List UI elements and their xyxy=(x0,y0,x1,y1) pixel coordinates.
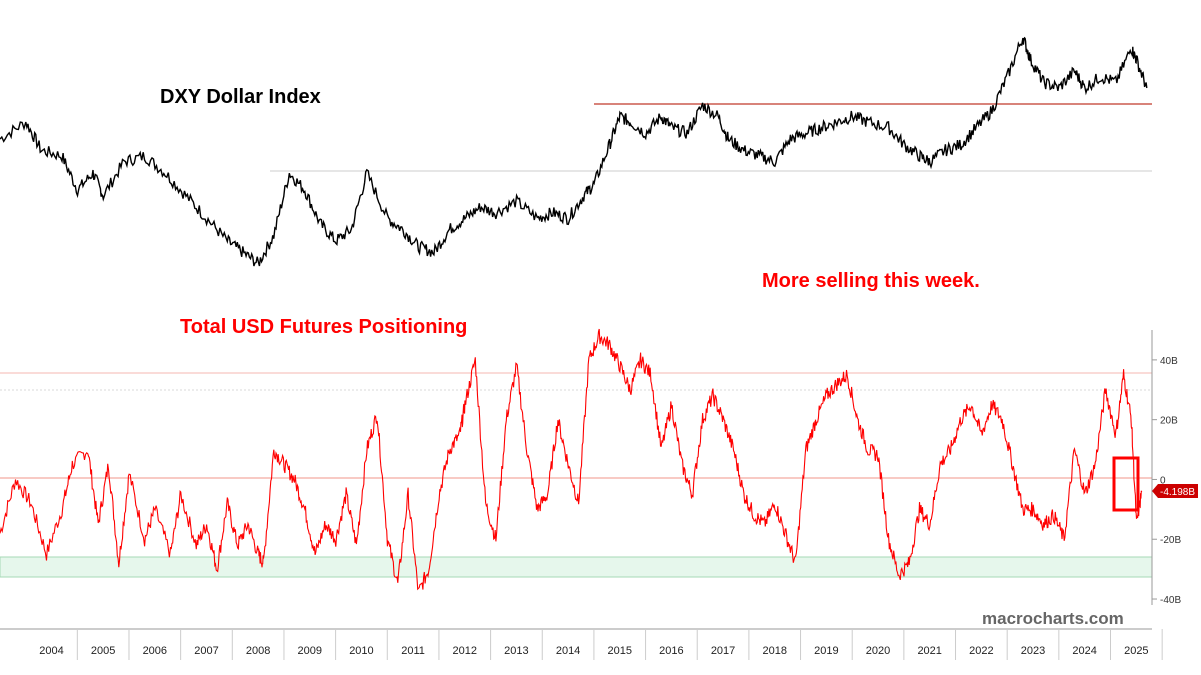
x-axis: 2004 2005 2006 2007 2008 2009 2010 2011 2012 2013… xyxy=(39,629,1163,660)
y-tick-label: -20B xyxy=(1160,535,1181,546)
x-tick-label: 2008 xyxy=(246,645,270,657)
highlight-box xyxy=(1112,456,1140,512)
x-tick-label: 2013 xyxy=(504,645,528,657)
x-tick-label: 2012 xyxy=(453,645,477,657)
x-tick-label: 2017 xyxy=(711,645,735,657)
dxy-line xyxy=(0,36,1148,267)
x-tick-label: 2021 xyxy=(917,645,941,657)
x-tick-label: 2004 xyxy=(39,645,63,657)
oversold-band xyxy=(0,556,1153,578)
x-tick-label: 2018 xyxy=(762,645,786,657)
x-tick-label: 2010 xyxy=(349,645,373,657)
x-tick-label: 2009 xyxy=(298,645,322,657)
x-tick-label: 2005 xyxy=(91,645,115,657)
last-value-label: -4.198B xyxy=(1160,487,1195,498)
x-tick-label: 2023 xyxy=(1021,645,1045,657)
x-tick-label: 2019 xyxy=(814,645,838,657)
positioning-title: Total USD Futures Positioning xyxy=(180,316,468,338)
y-tick-label: 20B xyxy=(1160,416,1178,427)
y-tick-label: 40B xyxy=(1160,356,1178,367)
x-tick-label: 2006 xyxy=(143,645,167,657)
selling-annotation: More selling this week. xyxy=(762,270,980,292)
x-tick-label: 2007 xyxy=(194,645,218,657)
x-tick-label: 2014 xyxy=(556,645,580,657)
positioning-line xyxy=(0,328,1143,591)
x-tick-label: 2024 xyxy=(1072,645,1096,657)
x-tick-label: 2022 xyxy=(969,645,993,657)
x-tick-label: 2015 xyxy=(607,645,631,657)
last-value-tag: -4.198B xyxy=(1152,484,1198,498)
dxy-title: DXY Dollar Index xyxy=(160,86,321,108)
x-tick-label: 2020 xyxy=(866,645,890,657)
x-tick-label: 2011 xyxy=(401,645,425,657)
y-tick-label: 0 xyxy=(1160,475,1166,486)
x-tick-label: 2025 xyxy=(1124,645,1148,657)
x-tick-label: 2016 xyxy=(659,645,683,657)
y-axis-ticks: 40B 20B 0 -20B -40B xyxy=(1152,356,1181,606)
y-tick-label: -40B xyxy=(1160,595,1181,606)
watermark: macrocharts.com xyxy=(982,609,1124,628)
series-layer xyxy=(0,36,1148,591)
